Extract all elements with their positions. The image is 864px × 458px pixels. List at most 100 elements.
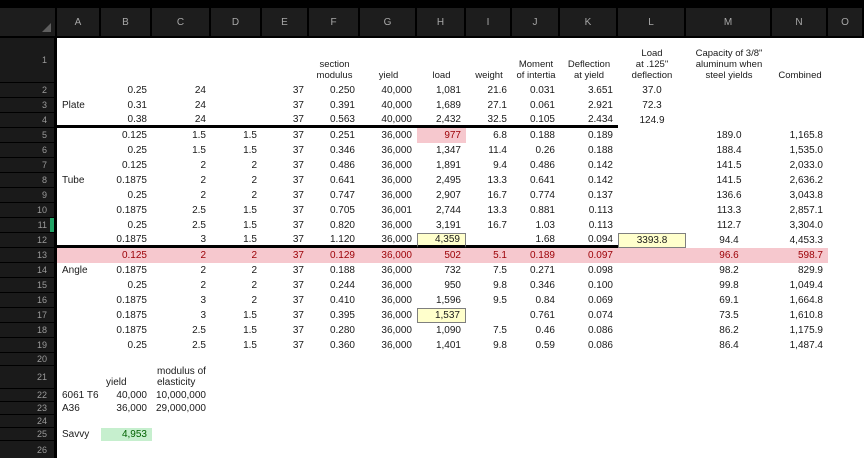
cell-G8[interactable]: 36,000 [360, 173, 417, 188]
cell-O2[interactable] [828, 83, 864, 98]
cell-M3[interactable] [686, 98, 772, 113]
cell-A1[interactable] [57, 38, 101, 83]
cell-L20[interactable] [618, 353, 686, 366]
cell-M21[interactable] [686, 366, 772, 389]
cell-H18[interactable]: 1,090 [417, 323, 466, 338]
cell-I13[interactable]: 5.1 [466, 248, 512, 263]
cell-E11[interactable]: 37 [262, 218, 309, 233]
cell-E4[interactable]: 37 [262, 113, 309, 128]
cell-C3[interactable]: 24 [152, 98, 211, 113]
cell-C5[interactable]: 1.5 [152, 128, 211, 143]
cell-H1[interactable]: load [417, 38, 466, 83]
col-header-G[interactable]: G [360, 8, 417, 38]
cell-G4[interactable]: 40,000 [360, 113, 417, 128]
cell-B21[interactable]: yield [101, 366, 152, 389]
cell-O6[interactable] [828, 143, 864, 158]
cell-H13[interactable]: 502 [417, 248, 466, 263]
cell-D19[interactable]: 1.5 [211, 338, 262, 353]
cell-O8[interactable] [828, 173, 864, 188]
cell-D1[interactable] [211, 38, 262, 83]
cell-N15[interactable]: 1,049.4 [772, 278, 828, 293]
cell-D2[interactable] [211, 83, 262, 98]
cell-A14[interactable]: Angle [57, 263, 101, 278]
cell-M2[interactable] [686, 83, 772, 98]
cell-G10[interactable]: 36,001 [360, 203, 417, 218]
cell-M26[interactable] [686, 441, 772, 458]
cell-K5[interactable]: 0.189 [560, 128, 618, 143]
cell-M11[interactable]: 112.7 [686, 218, 772, 233]
cell-J4[interactable]: 0.105 [512, 113, 560, 128]
col-header-J[interactable]: J [512, 8, 560, 38]
cell-N22[interactable] [772, 389, 828, 402]
cell-O9[interactable] [828, 188, 864, 203]
cell-I7[interactable]: 9.4 [466, 158, 512, 173]
cell-N14[interactable]: 829.9 [772, 263, 828, 278]
cell-N17[interactable]: 1,610.8 [772, 308, 828, 323]
cell-B14[interactable]: 0.1875 [101, 263, 152, 278]
cell-F17[interactable]: 0.395 [309, 308, 360, 323]
cell-J14[interactable]: 0.271 [512, 263, 560, 278]
cell-E7[interactable]: 37 [262, 158, 309, 173]
cell-H4[interactable]: 2,432 [417, 113, 466, 128]
cell-F13[interactable]: 0.129 [309, 248, 360, 263]
col-header-B[interactable]: B [101, 8, 152, 38]
cell-G2[interactable]: 40,000 [360, 83, 417, 98]
cell-G20[interactable] [360, 353, 417, 366]
cell-J13[interactable]: 0.189 [512, 248, 560, 263]
cell-H5[interactable]: 977 [417, 128, 466, 143]
cell-G12[interactable]: 36,000 [360, 233, 417, 248]
select-all-corner[interactable] [0, 8, 57, 38]
cell-K16[interactable]: 0.069 [560, 293, 618, 308]
cell-I25[interactable] [466, 428, 512, 441]
cell-G14[interactable]: 36,000 [360, 263, 417, 278]
cell-L7[interactable] [618, 158, 686, 173]
cell-A6[interactable] [57, 143, 101, 158]
cell-J5[interactable]: 0.188 [512, 128, 560, 143]
cell-F22[interactable] [309, 389, 360, 402]
row-header-7[interactable]: 7 [0, 158, 57, 173]
row-header-4[interactable]: 4 [0, 113, 57, 128]
col-header-F[interactable]: F [309, 8, 360, 38]
cell-N24[interactable] [772, 415, 828, 428]
cell-F10[interactable]: 0.705 [309, 203, 360, 218]
cell-A25[interactable]: Savvy [57, 428, 101, 441]
cell-I24[interactable] [466, 415, 512, 428]
cell-E2[interactable]: 37 [262, 83, 309, 98]
cell-B1[interactable] [101, 38, 152, 83]
cell-H10[interactable]: 2,744 [417, 203, 466, 218]
cell-M7[interactable]: 141.5 [686, 158, 772, 173]
cell-B12[interactable]: 0.1875 [101, 233, 152, 248]
cell-H7[interactable]: 1,891 [417, 158, 466, 173]
cell-E26[interactable] [262, 441, 309, 458]
row-header-20[interactable]: 20 [0, 353, 57, 366]
cell-K10[interactable]: 0.113 [560, 203, 618, 218]
cell-F7[interactable]: 0.486 [309, 158, 360, 173]
cell-L11[interactable] [618, 218, 686, 233]
cell-D26[interactable] [211, 441, 262, 458]
cell-B7[interactable]: 0.125 [101, 158, 152, 173]
col-header-C[interactable]: C [152, 8, 211, 38]
cell-A19[interactable] [57, 338, 101, 353]
cell-A7[interactable] [57, 158, 101, 173]
cell-G25[interactable] [360, 428, 417, 441]
cell-C14[interactable]: 2 [152, 263, 211, 278]
cell-G18[interactable]: 36,000 [360, 323, 417, 338]
col-header-I[interactable]: I [466, 8, 512, 38]
cell-F8[interactable]: 0.641 [309, 173, 360, 188]
cell-N20[interactable] [772, 353, 828, 366]
cell-L25[interactable] [618, 428, 686, 441]
row-header-22[interactable]: 22 [0, 389, 57, 402]
cell-E13[interactable]: 37 [262, 248, 309, 263]
cell-C23[interactable]: 29,000,000 [152, 402, 211, 415]
cell-D22[interactable] [211, 389, 262, 402]
cell-C21[interactable]: modulus of elasticity [152, 366, 211, 389]
cell-C17[interactable]: 3 [152, 308, 211, 323]
cell-J24[interactable] [512, 415, 560, 428]
cell-B19[interactable]: 0.25 [101, 338, 152, 353]
cell-I2[interactable]: 21.6 [466, 83, 512, 98]
cell-I18[interactable]: 7.5 [466, 323, 512, 338]
cell-A10[interactable] [57, 203, 101, 218]
cell-L13[interactable] [618, 248, 686, 263]
cell-K20[interactable] [560, 353, 618, 366]
cell-K3[interactable]: 2.921 [560, 98, 618, 113]
